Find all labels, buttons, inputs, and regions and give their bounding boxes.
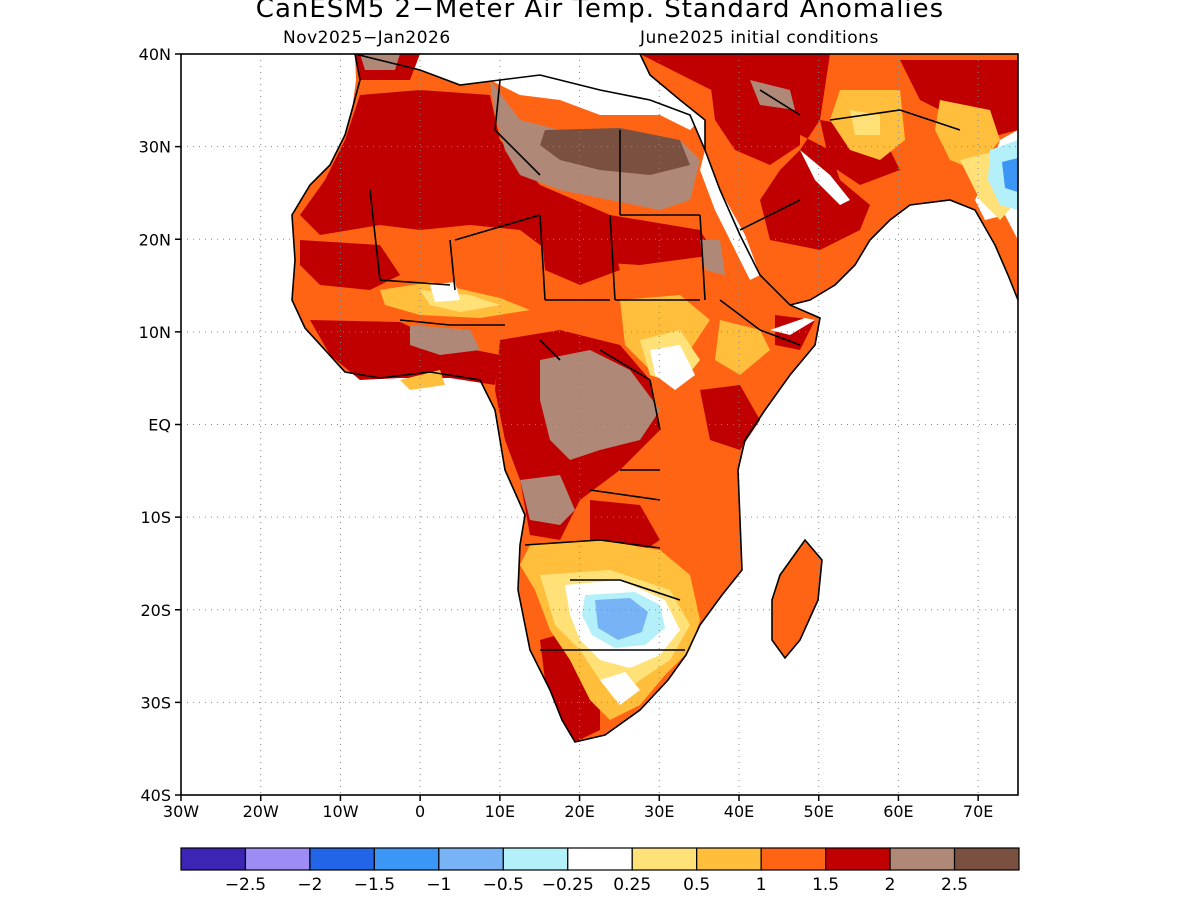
colorbar-label: 0.25 bbox=[613, 875, 651, 895]
lat-tick-label: 30S bbox=[140, 693, 171, 712]
colorbar-swatch bbox=[373, 847, 440, 871]
colorbar-label: −2.5 bbox=[225, 875, 266, 895]
colorbar-label: 2 bbox=[885, 875, 896, 895]
map-title: CanESM5 2−Meter Air Temp. Standard Anoma… bbox=[255, 0, 945, 24]
colorbar-label: −2 bbox=[297, 875, 322, 895]
colorbar-label: −0.5 bbox=[483, 875, 524, 895]
lat-tick-label: EQ bbox=[148, 416, 171, 435]
dark-brown-region bbox=[540, 128, 690, 175]
lon-tick-label: 10W bbox=[322, 802, 358, 821]
colorbar-swatch bbox=[631, 847, 698, 871]
lon-tick-label: 10E bbox=[485, 802, 515, 821]
colorbar-label: −1 bbox=[426, 875, 451, 895]
lon-tick-label: 30E bbox=[644, 802, 674, 821]
lon-tick-label: 70E bbox=[963, 802, 993, 821]
colorbar-swatch bbox=[309, 847, 375, 871]
colorbar-label: 1 bbox=[756, 875, 767, 895]
madagascar bbox=[772, 540, 822, 658]
colorbar-swatch bbox=[502, 847, 569, 871]
lat-tick-label: 10N bbox=[139, 323, 171, 342]
colorbar: −2.5 −2 −1.5 −1 −0.5 −0.25 0.25 0.5 1 1.5 2 2.5 bbox=[180, 847, 1020, 895]
lon-tick-label: 40E bbox=[724, 802, 754, 821]
colorbar-swatch bbox=[953, 847, 1020, 871]
colorbar-swatch bbox=[180, 847, 247, 871]
longitude-labels: 30W 20W 10W 0 10E 20E 30E 40E 50E 60E 70E bbox=[163, 795, 993, 821]
latitude-labels: 40N 30N 20N 10N EQ 10S 20S 30S 40S bbox=[139, 45, 181, 805]
coastlines-and-borders bbox=[291, 54, 1018, 743]
colorbar-label: 0.5 bbox=[683, 875, 710, 895]
strong-warm-regions bbox=[300, 54, 1018, 742]
colorbar-swatch bbox=[889, 847, 956, 871]
lat-tick-label: 20N bbox=[139, 230, 171, 249]
arabian-sea-blue-spot bbox=[1002, 158, 1018, 192]
colorbar-label: −0.25 bbox=[542, 875, 594, 895]
colorbar-swatch bbox=[244, 847, 311, 871]
lat-tick-label: 40S bbox=[140, 786, 171, 805]
lat-tick-label: 30N bbox=[139, 138, 171, 157]
colorbar-label: −1.5 bbox=[354, 875, 395, 895]
colorbar-swatch bbox=[696, 847, 762, 871]
colorbar-swatch bbox=[825, 847, 891, 871]
blue-cold-region bbox=[595, 598, 648, 640]
lon-tick-label: 0 bbox=[415, 802, 425, 821]
colorbar-swatch bbox=[760, 847, 827, 871]
colorbar-label: 2.5 bbox=[941, 875, 968, 895]
lon-tick-label: 50E bbox=[803, 802, 833, 821]
colorbar-swatch bbox=[567, 847, 633, 871]
colorbar-label: 1.5 bbox=[812, 875, 839, 895]
colorbar-swatch bbox=[438, 847, 504, 871]
lat-tick-label: 40N bbox=[139, 45, 171, 64]
arabian-sea-cold-spot bbox=[988, 140, 1018, 210]
initial-conditions: June2025 initial conditions bbox=[640, 28, 879, 48]
lon-tick-label: 30W bbox=[163, 802, 199, 821]
forecast-period: Nov2025−Jan2026 bbox=[283, 28, 451, 48]
water-bodies bbox=[420, 54, 850, 335]
anomaly-field bbox=[292, 54, 1018, 742]
lat-tick-label: 20S bbox=[140, 601, 171, 620]
lon-tick-label: 60E bbox=[883, 802, 913, 821]
lon-tick-label: 20W bbox=[243, 802, 279, 821]
lon-tick-label: 20E bbox=[564, 802, 594, 821]
lat-tick-label: 10S bbox=[140, 508, 171, 527]
